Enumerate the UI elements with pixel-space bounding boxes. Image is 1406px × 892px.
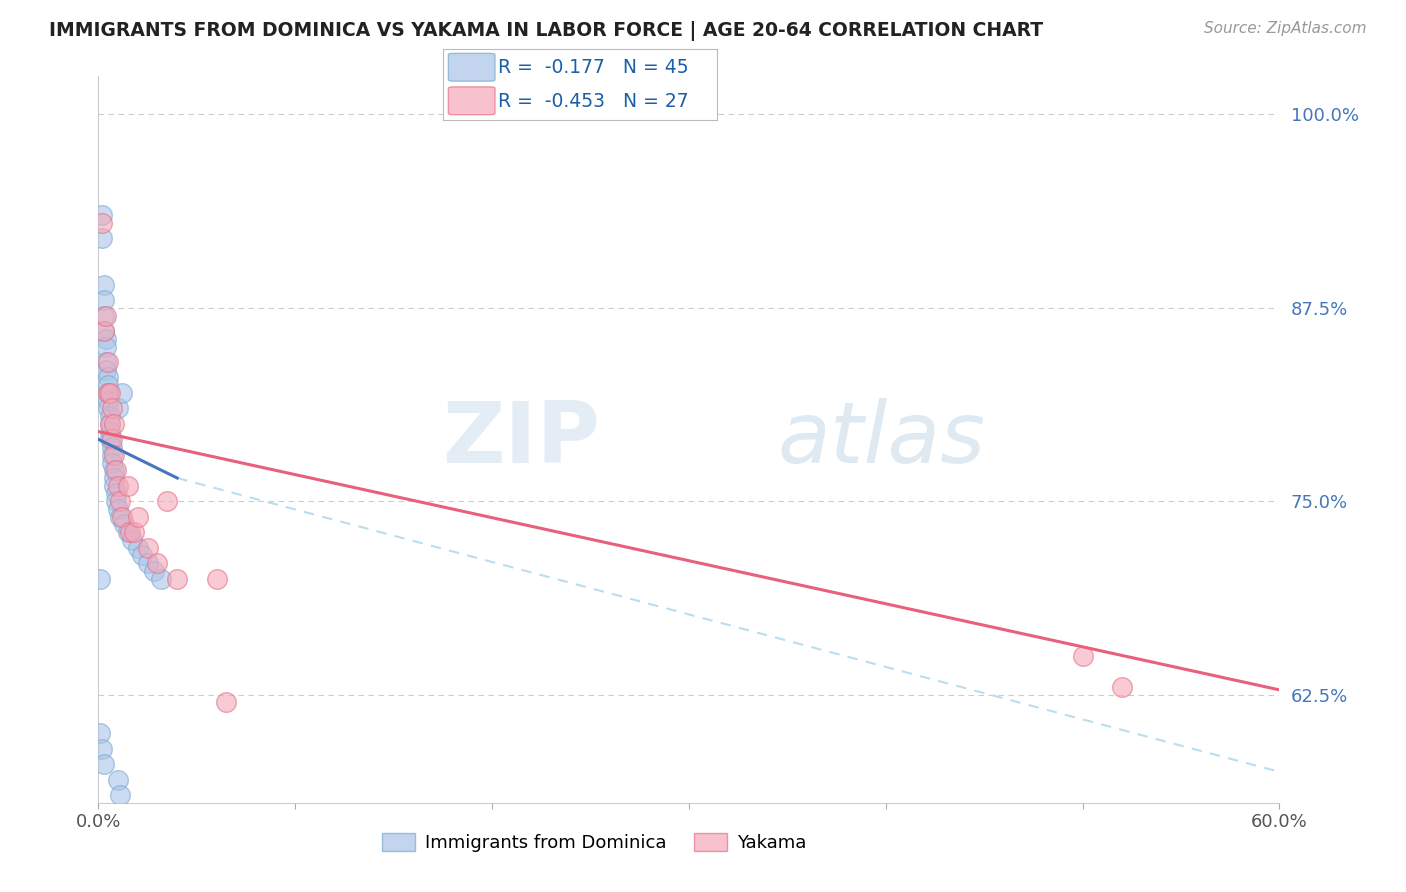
Point — [101, 432, 124, 446]
Point — [121, 533, 143, 547]
Point — [91, 231, 114, 245]
Point — [98, 385, 121, 400]
Point — [1111, 680, 1133, 694]
Point — [103, 417, 125, 431]
Point — [112, 517, 135, 532]
Point — [156, 494, 179, 508]
Point — [101, 448, 124, 462]
Point — [131, 549, 153, 563]
Point — [93, 324, 115, 338]
Point — [96, 362, 118, 376]
Point — [89, 572, 111, 586]
Text: IMMIGRANTS FROM DOMINICA VS YAKAMA IN LABOR FORCE | AGE 20-64 CORRELATION CHART: IMMIGRANTS FROM DOMINICA VS YAKAMA IN LA… — [49, 21, 1043, 40]
Point — [98, 409, 121, 423]
Point — [98, 432, 121, 446]
Point — [117, 525, 139, 540]
Point — [93, 277, 115, 292]
Point — [103, 463, 125, 477]
Point — [108, 494, 131, 508]
Point — [215, 695, 238, 709]
Point — [97, 370, 120, 384]
Point — [117, 479, 139, 493]
Point — [89, 726, 111, 740]
Text: Source: ZipAtlas.com: Source: ZipAtlas.com — [1204, 21, 1367, 36]
Point — [103, 479, 125, 493]
Point — [96, 309, 118, 323]
Point — [93, 324, 115, 338]
Point — [97, 393, 120, 408]
Point — [1071, 648, 1094, 663]
Point — [96, 332, 118, 346]
Point — [101, 456, 124, 470]
Point — [105, 486, 128, 500]
Point — [98, 417, 121, 431]
Point — [127, 509, 149, 524]
Point — [108, 509, 131, 524]
Point — [136, 556, 159, 570]
Point — [107, 502, 129, 516]
Point — [107, 772, 129, 787]
Point — [97, 378, 120, 392]
Point — [142, 564, 165, 578]
Point — [96, 355, 118, 369]
Point — [105, 494, 128, 508]
Point — [107, 479, 129, 493]
Text: ZIP: ZIP — [443, 398, 600, 481]
Point — [127, 541, 149, 555]
Point — [93, 757, 115, 772]
Point — [98, 425, 121, 439]
Point — [93, 309, 115, 323]
Point — [103, 448, 125, 462]
Point — [91, 741, 114, 756]
Point — [146, 556, 169, 570]
FancyBboxPatch shape — [449, 54, 495, 81]
Point — [97, 385, 120, 400]
Point — [107, 401, 129, 416]
Point — [97, 401, 120, 416]
Point — [136, 541, 159, 555]
Point — [98, 417, 121, 431]
Point — [91, 216, 114, 230]
Point — [111, 509, 134, 524]
Point — [91, 208, 114, 222]
Point — [101, 401, 124, 416]
Text: R =  -0.177   N = 45: R = -0.177 N = 45 — [498, 58, 689, 77]
Point — [93, 293, 115, 307]
Point — [105, 463, 128, 477]
FancyBboxPatch shape — [449, 87, 495, 115]
Point — [150, 572, 173, 586]
Point — [166, 572, 188, 586]
Text: atlas: atlas — [778, 398, 986, 481]
Text: R =  -0.453   N = 27: R = -0.453 N = 27 — [498, 92, 689, 111]
Point — [101, 440, 124, 454]
Point — [97, 385, 120, 400]
Point — [205, 572, 228, 586]
Point — [97, 355, 120, 369]
Point — [96, 339, 118, 353]
Point — [111, 385, 134, 400]
Legend: Immigrants from Dominica, Yakama: Immigrants from Dominica, Yakama — [375, 826, 814, 859]
Point — [118, 525, 141, 540]
Point — [122, 525, 145, 540]
Point — [108, 788, 131, 802]
Point — [103, 471, 125, 485]
